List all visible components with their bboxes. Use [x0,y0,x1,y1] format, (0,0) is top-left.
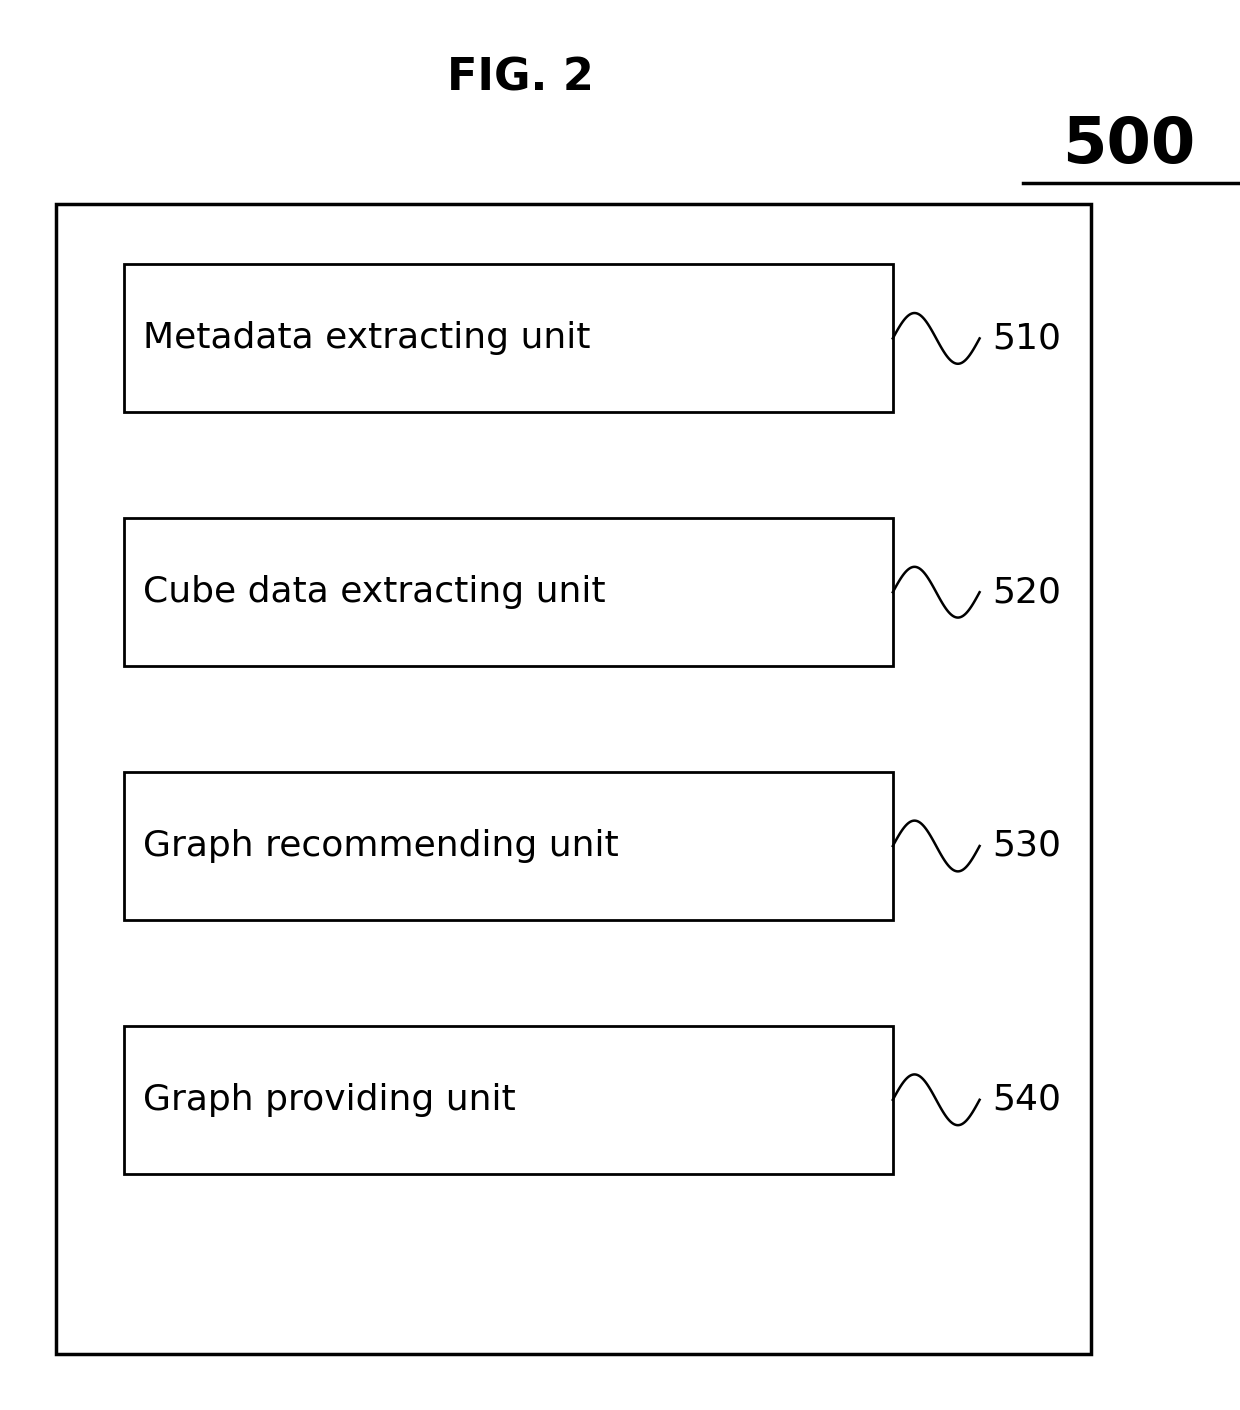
Text: Graph providing unit: Graph providing unit [143,1083,516,1117]
Text: 520: 520 [992,575,1061,609]
Bar [124,519,893,667]
Text: Metadata extracting unit: Metadata extracting unit [143,321,590,355]
Bar [124,1026,893,1173]
Text: 500: 500 [1061,114,1195,176]
Text: 530: 530 [992,829,1061,863]
Bar [124,265,893,412]
Bar [124,773,893,919]
Text: 540: 540 [992,1083,1061,1117]
Text: 510: 510 [992,321,1061,355]
Text: Graph recommending unit: Graph recommending unit [143,829,619,863]
Text: Cube data extracting unit: Cube data extracting unit [143,575,605,609]
Bar [56,204,1091,1354]
Text: FIG. 2: FIG. 2 [448,56,594,99]
